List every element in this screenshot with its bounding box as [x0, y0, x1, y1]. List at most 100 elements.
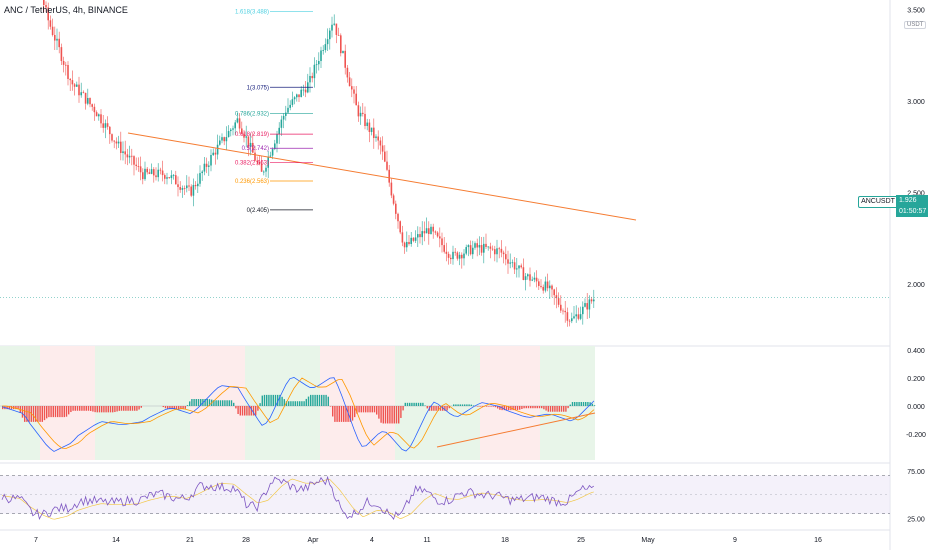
currency-badge[interactable]: USDT	[904, 21, 926, 29]
price-tick-label: 3.500	[907, 8, 925, 15]
candle-body	[287, 108, 289, 113]
candle-body	[296, 94, 298, 97]
candle-body	[63, 61, 65, 65]
candle-body	[96, 112, 98, 116]
candle-body	[263, 172, 265, 173]
candle-body	[195, 185, 197, 186]
macd-histogram-bar	[97, 406, 98, 412]
candle-body	[344, 51, 346, 68]
candle-body	[470, 245, 472, 254]
macd-histogram-bar	[99, 406, 100, 412]
candle-body	[360, 113, 362, 117]
macd-histogram-bar	[567, 406, 568, 408]
candle-body	[531, 280, 533, 281]
candle-body	[105, 123, 107, 128]
macd-tick-label: 0.400	[907, 348, 925, 355]
macd-histogram-bar	[94, 406, 95, 412]
candle-body	[329, 31, 331, 40]
macd-histogram-bar	[427, 406, 428, 408]
candle-body	[589, 299, 591, 309]
candle-body	[94, 107, 96, 112]
macd-histogram-bar	[330, 406, 331, 407]
candle-body	[162, 171, 164, 176]
candle-body	[338, 35, 340, 36]
candle-body	[547, 282, 549, 289]
macd-histogram-bar	[301, 401, 302, 406]
candle-body	[298, 94, 300, 97]
macd-histogram-bar	[352, 406, 353, 421]
macd-histogram-bar	[543, 406, 544, 409]
candle-body	[428, 228, 430, 234]
candle-body	[461, 255, 463, 258]
candle-body	[116, 142, 118, 144]
candle-body	[173, 175, 175, 176]
candle-body	[234, 122, 236, 128]
candle-body	[586, 303, 588, 309]
candle-body	[351, 86, 353, 89]
candle-body	[265, 168, 267, 172]
macd-histogram-bar	[215, 400, 216, 406]
last-price-tag: 1.926 01:50:57	[896, 195, 928, 217]
candle-body	[567, 312, 569, 321]
macd-histogram-bar	[240, 406, 241, 416]
macd-histogram-bar	[495, 406, 496, 407]
macd-histogram-bar	[103, 406, 104, 412]
candle-body	[393, 195, 395, 203]
candle-body	[188, 185, 190, 186]
candle-body	[52, 27, 54, 35]
candle-body	[109, 127, 111, 134]
fib-level-label: 0.236(2.563)	[235, 179, 269, 185]
candle-body	[584, 303, 586, 307]
macd-histogram-bar	[323, 395, 324, 406]
candle-body	[520, 266, 522, 268]
macd-histogram-bar	[266, 395, 267, 406]
symbol-tag: ANCUSDT	[858, 196, 898, 208]
candle-body	[549, 286, 551, 289]
candle-body	[270, 156, 272, 157]
candle-body	[509, 263, 511, 264]
candle-body	[483, 244, 485, 253]
candle-body	[208, 166, 210, 167]
macd-histogram-bar	[372, 406, 373, 412]
macd-histogram-bar	[559, 406, 560, 412]
macd-histogram-bar	[378, 406, 379, 419]
macd-histogram-bar	[55, 406, 56, 417]
macd-histogram-bar	[563, 406, 564, 412]
macd-histogram-bar	[517, 406, 518, 410]
macd-histogram-bar	[130, 406, 131, 411]
candle-body	[206, 164, 208, 167]
macd-histogram-bar	[64, 406, 65, 417]
macd-histogram-bar	[255, 406, 256, 416]
candle-body	[386, 162, 388, 170]
candle-body	[179, 187, 181, 190]
x-tick-label: 7	[34, 537, 38, 544]
candle-body	[369, 123, 371, 132]
macd-tick-label: -0.200	[906, 432, 926, 439]
candle-body	[492, 249, 494, 250]
candle-body	[254, 153, 256, 161]
macd-histogram-bar	[528, 406, 529, 408]
candle-body	[404, 243, 406, 248]
candle-body	[402, 232, 404, 242]
macd-histogram-bar	[134, 406, 135, 411]
macd-histogram-bar	[251, 406, 252, 416]
macd-histogram-bar	[101, 406, 102, 412]
macd-histogram-bar	[554, 406, 555, 412]
candle-body	[512, 262, 514, 263]
macd-histogram-bar	[53, 406, 54, 417]
candle-body	[371, 128, 373, 132]
candle-body	[50, 20, 52, 26]
candle-body	[320, 50, 322, 61]
candle-body	[536, 278, 538, 282]
candle-body	[417, 234, 419, 237]
candle-body	[157, 170, 159, 177]
macd-histogram-bar	[90, 406, 91, 411]
macd-histogram-bar	[42, 406, 43, 422]
candle-body	[190, 187, 192, 196]
macd-histogram-bar	[22, 406, 23, 418]
macd-histogram-bar	[493, 406, 494, 407]
candle-body	[316, 64, 318, 65]
candle-body	[278, 128, 280, 134]
